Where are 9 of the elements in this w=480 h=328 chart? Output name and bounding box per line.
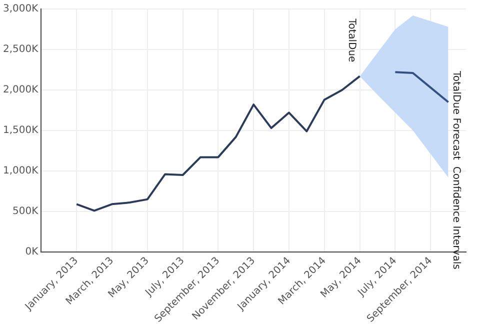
text: TotalDue Forecast Confidence Intervals [450, 70, 462, 270]
text: TotalDue [346, 18, 358, 62]
y-tick-label: 0K [25, 246, 39, 258]
y-tick-label: 500K [12, 206, 39, 218]
y-tick-label: 1,000K [3, 166, 39, 177]
y-tick-label: 2,500K [3, 44, 39, 56]
y-tick-label: 1,500K [3, 125, 39, 136]
y-tick-label: 2,000K [3, 84, 39, 96]
y-tick-label: 3,000K [3, 4, 39, 15]
